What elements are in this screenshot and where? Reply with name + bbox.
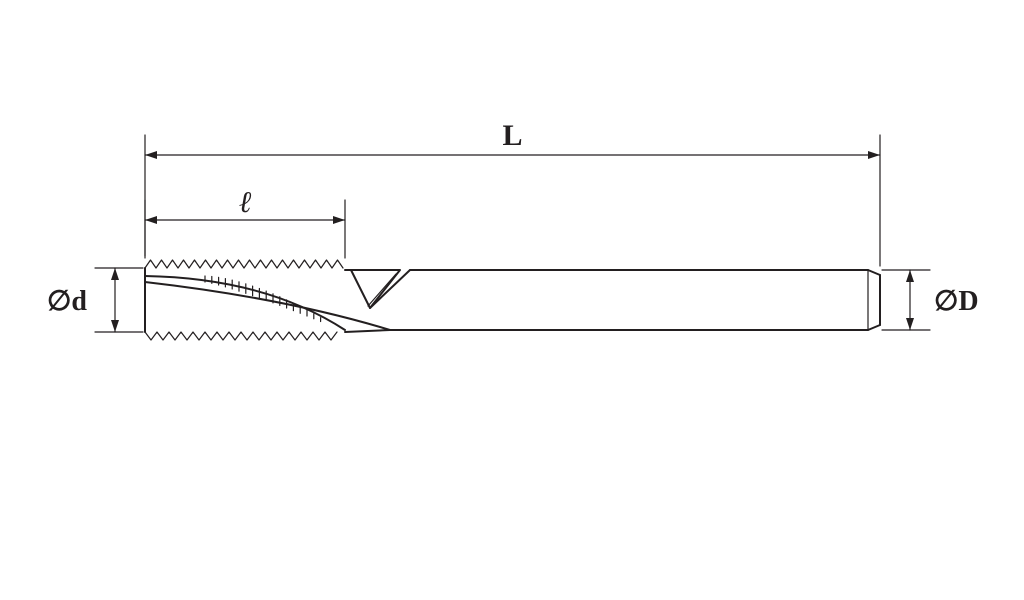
label-length-L: L xyxy=(502,119,522,152)
label-diameter-D: ∅D xyxy=(934,286,979,317)
label-diameter-d: ∅d xyxy=(47,286,87,317)
label-flute-length-l: ℓ xyxy=(239,186,252,219)
